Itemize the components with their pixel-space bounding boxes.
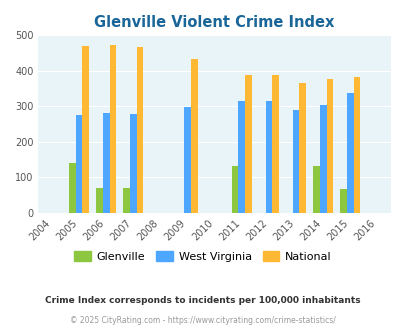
Bar (130, 114, 136, 213)
Bar (272, 76, 278, 213)
Bar (75, 115, 82, 213)
Bar (184, 107, 190, 213)
Title: Glenville Violent Crime Index: Glenville Violent Crime Index (94, 15, 334, 30)
Bar (312, 166, 319, 213)
Bar (265, 101, 272, 213)
Bar (82, 46, 89, 213)
Bar (102, 113, 109, 213)
Bar (190, 59, 197, 213)
Bar (96, 188, 102, 213)
Bar (245, 76, 252, 213)
Text: Crime Index corresponds to incidents per 100,000 inhabitants: Crime Index corresponds to incidents per… (45, 296, 360, 305)
Bar (353, 77, 360, 213)
Bar (109, 45, 116, 213)
Bar (299, 82, 305, 213)
Text: © 2025 CityRating.com - https://www.cityrating.com/crime-statistics/: © 2025 CityRating.com - https://www.city… (70, 315, 335, 325)
Bar (326, 79, 333, 213)
Bar (319, 105, 326, 213)
Bar (231, 166, 238, 213)
Bar (69, 163, 75, 213)
Bar (123, 188, 130, 213)
Bar (346, 93, 353, 213)
Bar (238, 101, 245, 213)
Bar (339, 189, 346, 213)
Bar (136, 47, 143, 213)
Bar (292, 110, 299, 213)
Legend: Glenville, West Virginia, National: Glenville, West Virginia, National (70, 247, 335, 267)
